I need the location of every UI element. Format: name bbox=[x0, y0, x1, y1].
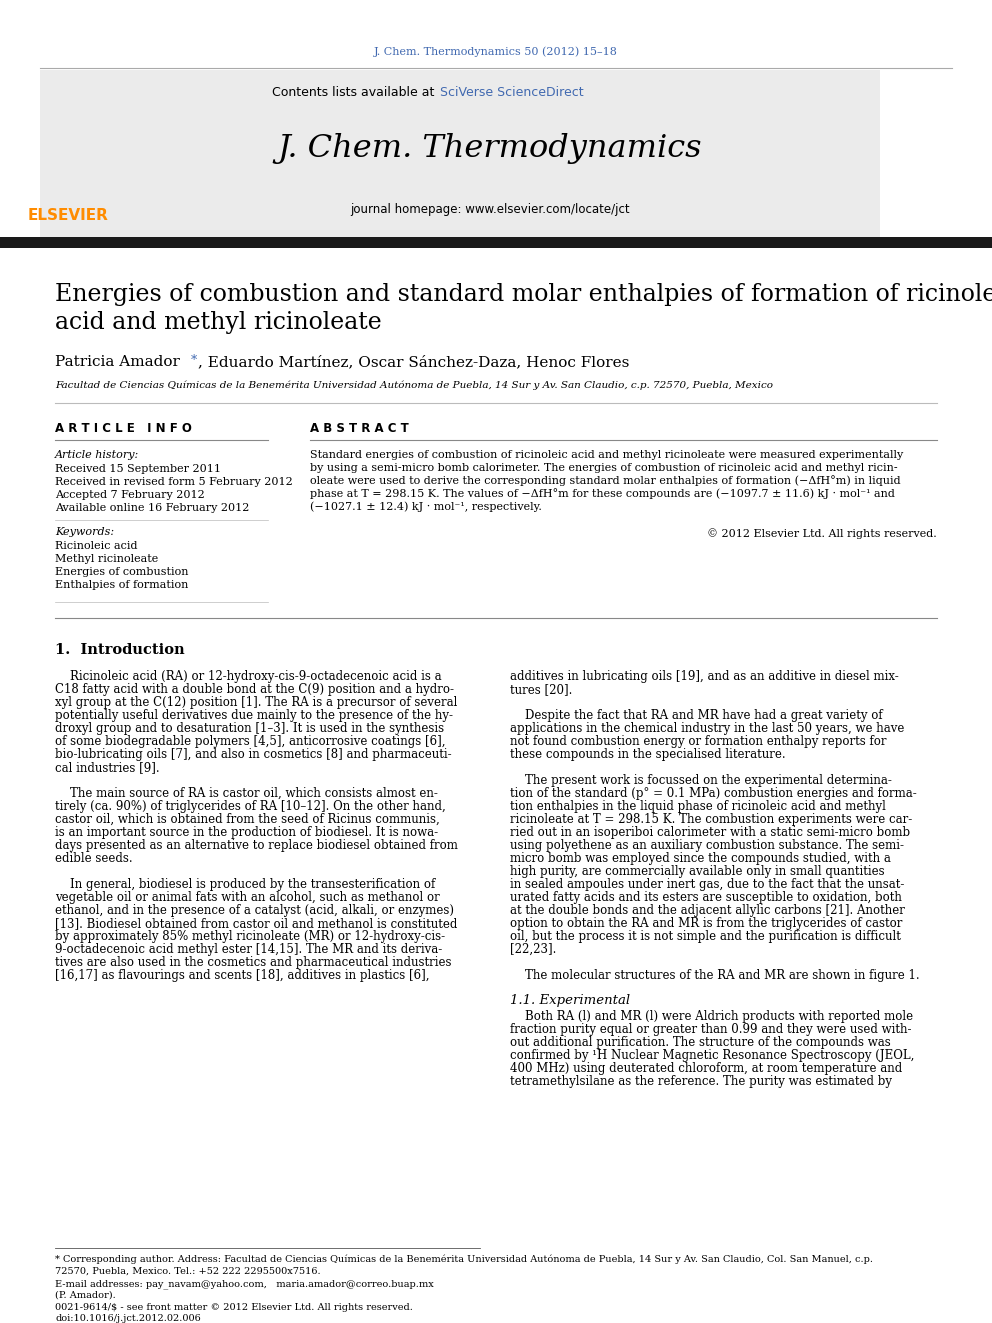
Bar bbox=[0, 237, 992, 247]
Text: Article history:: Article history: bbox=[55, 450, 139, 460]
Text: Energies of combustion and standard molar enthalpies of formation of ricinoleic: Energies of combustion and standard mola… bbox=[55, 283, 992, 307]
Text: ried out in an isoperiboi calorimeter with a static semi-micro bomb: ried out in an isoperiboi calorimeter wi… bbox=[510, 826, 910, 839]
Text: ELSEVIER: ELSEVIER bbox=[28, 208, 108, 222]
Text: cal industries [9].: cal industries [9]. bbox=[55, 761, 160, 774]
Text: tirely (ca. 90%) of triglycerides of RA [10–12]. On the other hand,: tirely (ca. 90%) of triglycerides of RA … bbox=[55, 800, 445, 814]
Text: vegetable oil or animal fats with an alcohol, such as methanol or: vegetable oil or animal fats with an alc… bbox=[55, 890, 439, 904]
Text: applications in the chemical industry in the last 50 years, we have: applications in the chemical industry in… bbox=[510, 722, 905, 736]
Text: potentially useful derivatives due mainly to the presence of the hy-: potentially useful derivatives due mainl… bbox=[55, 709, 453, 722]
Text: 9-octadecenoic acid methyl ester [14,15]. The MR and its deriva-: 9-octadecenoic acid methyl ester [14,15]… bbox=[55, 943, 442, 957]
Text: Received in revised form 5 February 2012: Received in revised form 5 February 2012 bbox=[55, 478, 293, 487]
Text: using polyethene as an auxiliary combustion substance. The semi-: using polyethene as an auxiliary combust… bbox=[510, 839, 904, 852]
Text: tion of the standard (p° = 0.1 MPa) combustion energies and forma-: tion of the standard (p° = 0.1 MPa) comb… bbox=[510, 787, 917, 800]
Text: these compounds in the specialised literature.: these compounds in the specialised liter… bbox=[510, 747, 786, 761]
Text: is an important source in the production of biodiesel. It is nowa-: is an important source in the production… bbox=[55, 826, 438, 839]
Text: additives in lubricating oils [19], and as an additive in diesel mix-: additives in lubricating oils [19], and … bbox=[510, 669, 899, 683]
Text: Both RA (l) and MR (l) were Aldrich products with reported mole: Both RA (l) and MR (l) were Aldrich prod… bbox=[510, 1009, 913, 1023]
Text: [22,23].: [22,23]. bbox=[510, 943, 557, 957]
Text: , Eduardo Martínez, Oscar Sánchez-Daza, Henoc Flores: , Eduardo Martínez, Oscar Sánchez-Daza, … bbox=[198, 355, 629, 369]
Text: phase at T = 298.15 K. The values of −ΔfH°m for these compounds are (−1097.7 ± 1: phase at T = 298.15 K. The values of −Δf… bbox=[310, 488, 895, 500]
Text: C18 fatty acid with a double bond at the C(9) position and a hydro-: C18 fatty acid with a double bond at the… bbox=[55, 683, 454, 696]
Text: Accepted 7 February 2012: Accepted 7 February 2012 bbox=[55, 490, 204, 500]
Text: ricinoleate at T = 298.15 K. The combustion experiments were car-: ricinoleate at T = 298.15 K. The combust… bbox=[510, 814, 913, 826]
Text: In general, biodiesel is produced by the transesterification of: In general, biodiesel is produced by the… bbox=[55, 878, 435, 890]
Text: Contents lists available at: Contents lists available at bbox=[272, 86, 438, 98]
Bar bbox=[40, 70, 880, 237]
Text: 400 MHz) using deuterated chloroform, at room temperature and: 400 MHz) using deuterated chloroform, at… bbox=[510, 1062, 903, 1076]
Text: oleate were used to derive the corresponding standard molar enthalpies of format: oleate were used to derive the correspon… bbox=[310, 475, 901, 487]
Text: xyl group at the C(12) position [1]. The RA is a precursor of several: xyl group at the C(12) position [1]. The… bbox=[55, 696, 457, 709]
Text: The main source of RA is castor oil, which consists almost en-: The main source of RA is castor oil, whi… bbox=[55, 787, 437, 800]
Text: fraction purity equal or greater than 0.99 and they were used with-: fraction purity equal or greater than 0.… bbox=[510, 1023, 912, 1036]
Text: doi:10.1016/j.jct.2012.02.006: doi:10.1016/j.jct.2012.02.006 bbox=[55, 1314, 200, 1323]
Text: option to obtain the RA and MR is from the triglycerides of castor: option to obtain the RA and MR is from t… bbox=[510, 917, 903, 930]
Text: Patricia Amador: Patricia Amador bbox=[55, 355, 180, 369]
Text: confirmed by ¹H Nuclear Magnetic Resonance Spectroscopy (JEOL,: confirmed by ¹H Nuclear Magnetic Resonan… bbox=[510, 1049, 915, 1062]
Text: A B S T R A C T: A B S T R A C T bbox=[310, 422, 409, 434]
Text: Ricinoleic acid: Ricinoleic acid bbox=[55, 541, 138, 550]
Text: tion enthalpies in the liquid phase of ricinoleic acid and methyl: tion enthalpies in the liquid phase of r… bbox=[510, 800, 886, 814]
Text: (−1027.1 ± 12.4) kJ · mol⁻¹, respectively.: (−1027.1 ± 12.4) kJ · mol⁻¹, respectivel… bbox=[310, 501, 542, 512]
Text: Keywords:: Keywords: bbox=[55, 527, 114, 537]
Text: Facultad de Ciencias Químicas de la Benemérita Universidad Autónoma de Puebla, 1: Facultad de Ciencias Químicas de la Bene… bbox=[55, 380, 773, 390]
Text: J. Chem. Thermodynamics 50 (2012) 15–18: J. Chem. Thermodynamics 50 (2012) 15–18 bbox=[374, 46, 618, 57]
Text: 0021-9614/$ - see front matter © 2012 Elsevier Ltd. All rights reserved.: 0021-9614/$ - see front matter © 2012 El… bbox=[55, 1303, 413, 1312]
Text: at the double bonds and the adjacent allylic carbons [21]. Another: at the double bonds and the adjacent all… bbox=[510, 904, 905, 917]
Text: © 2012 Elsevier Ltd. All rights reserved.: © 2012 Elsevier Ltd. All rights reserved… bbox=[707, 529, 937, 540]
Text: [13]. Biodiesel obtained from castor oil and methanol is constituted: [13]. Biodiesel obtained from castor oil… bbox=[55, 917, 457, 930]
Text: tetramethylsilane as the reference. The purity was estimated by: tetramethylsilane as the reference. The … bbox=[510, 1076, 892, 1088]
Text: Methyl ricinoleate: Methyl ricinoleate bbox=[55, 554, 159, 564]
Text: *: * bbox=[191, 353, 197, 366]
Text: journal homepage: www.elsevier.com/locate/jct: journal homepage: www.elsevier.com/locat… bbox=[350, 204, 630, 217]
Text: not found combustion energy or formation enthalpy reports for: not found combustion energy or formation… bbox=[510, 736, 887, 747]
Text: droxyl group and to desaturation [1–3]. It is used in the synthesis: droxyl group and to desaturation [1–3]. … bbox=[55, 722, 444, 736]
Text: bio-lubricating oils [7], and also in cosmetics [8] and pharmaceuti-: bio-lubricating oils [7], and also in co… bbox=[55, 747, 451, 761]
Text: Enthalpies of formation: Enthalpies of formation bbox=[55, 579, 188, 590]
Text: tures [20].: tures [20]. bbox=[510, 683, 572, 696]
Text: [16,17] as flavourings and scents [18], additives in plastics [6],: [16,17] as flavourings and scents [18], … bbox=[55, 968, 430, 982]
Text: days presented as an alternative to replace biodiesel obtained from: days presented as an alternative to repl… bbox=[55, 839, 458, 852]
Text: * Corresponding author. Address: Facultad de Ciencias Químicas de la Benemérita : * Corresponding author. Address: Faculta… bbox=[55, 1256, 873, 1265]
Text: high purity, are commercially available only in small quantities: high purity, are commercially available … bbox=[510, 865, 885, 878]
Text: Available online 16 February 2012: Available online 16 February 2012 bbox=[55, 503, 249, 513]
Text: oil, but the process it is not simple and the purification is difficult: oil, but the process it is not simple an… bbox=[510, 930, 901, 943]
Text: The present work is focussed on the experimental determina-: The present work is focussed on the expe… bbox=[510, 774, 892, 787]
Text: SciVerse ScienceDirect: SciVerse ScienceDirect bbox=[440, 86, 583, 98]
Text: Received 15 September 2011: Received 15 September 2011 bbox=[55, 464, 221, 474]
Text: 72570, Puebla, Mexico. Tel.: +52 222 2295500x7516.: 72570, Puebla, Mexico. Tel.: +52 222 229… bbox=[55, 1267, 320, 1275]
Text: acid and methyl ricinoleate: acid and methyl ricinoleate bbox=[55, 311, 382, 335]
Text: micro bomb was employed since the compounds studied, with a: micro bomb was employed since the compou… bbox=[510, 852, 891, 865]
Text: in sealed ampoules under inert gas, due to the fact that the unsat-: in sealed ampoules under inert gas, due … bbox=[510, 878, 905, 890]
Text: of some biodegradable polymers [4,5], anticorrosive coatings [6],: of some biodegradable polymers [4,5], an… bbox=[55, 736, 445, 747]
Text: Ricinoleic acid (RA) or 12-hydroxy-cis-9-octadecenoic acid is a: Ricinoleic acid (RA) or 12-hydroxy-cis-9… bbox=[55, 669, 441, 683]
Text: 1.  Introduction: 1. Introduction bbox=[55, 643, 185, 658]
Text: edible seeds.: edible seeds. bbox=[55, 852, 133, 865]
Text: E-mail addresses: pay_navam@yahoo.com,   maria.amador@correo.buap.mx: E-mail addresses: pay_navam@yahoo.com, m… bbox=[55, 1279, 434, 1289]
Text: out additional purification. The structure of the compounds was: out additional purification. The structu… bbox=[510, 1036, 891, 1049]
Text: castor oil, which is obtained from the seed of Ricinus communis,: castor oil, which is obtained from the s… bbox=[55, 814, 439, 826]
Text: by using a semi-micro bomb calorimeter. The energies of combustion of ricinoleic: by using a semi-micro bomb calorimeter. … bbox=[310, 463, 898, 474]
Text: A R T I C L E   I N F O: A R T I C L E I N F O bbox=[55, 422, 191, 434]
Text: Energies of combustion: Energies of combustion bbox=[55, 568, 188, 577]
Text: J. Chem. Thermodynamics: J. Chem. Thermodynamics bbox=[278, 132, 702, 164]
Text: urated fatty acids and its esters are susceptible to oxidation, both: urated fatty acids and its esters are su… bbox=[510, 890, 902, 904]
Text: 1.1. Experimental: 1.1. Experimental bbox=[510, 994, 630, 1007]
Text: by approximately 85% methyl ricinoleate (MR) or 12-hydroxy-cis-: by approximately 85% methyl ricinoleate … bbox=[55, 930, 445, 943]
Text: ethanol, and in the presence of a catalyst (acid, alkali, or enzymes): ethanol, and in the presence of a cataly… bbox=[55, 904, 454, 917]
Text: The molecular structures of the RA and MR are shown in figure 1.: The molecular structures of the RA and M… bbox=[510, 968, 920, 982]
Text: tives are also used in the cosmetics and pharmaceutical industries: tives are also used in the cosmetics and… bbox=[55, 957, 451, 968]
Text: Despite the fact that RA and MR have had a great variety of: Despite the fact that RA and MR have had… bbox=[510, 709, 883, 722]
Text: Standard energies of combustion of ricinoleic acid and methyl ricinoleate were m: Standard energies of combustion of ricin… bbox=[310, 450, 904, 460]
Text: (P. Amador).: (P. Amador). bbox=[55, 1291, 116, 1301]
